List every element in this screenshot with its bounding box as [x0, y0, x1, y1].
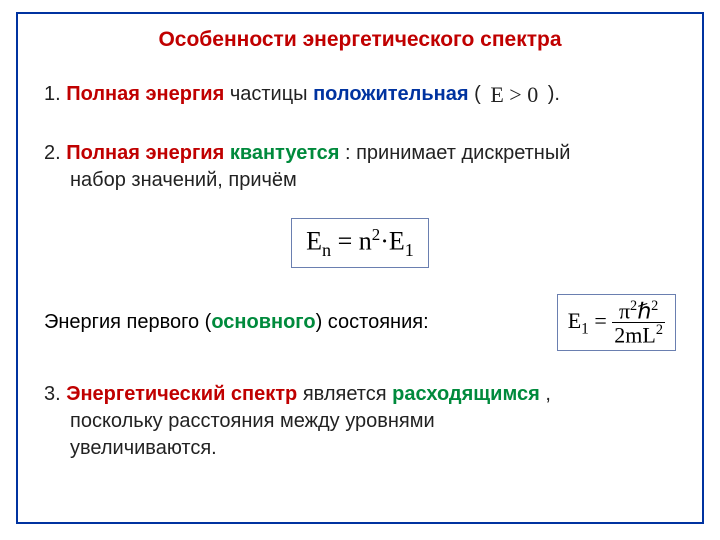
ground-post: ) состояния:: [316, 311, 429, 333]
fg-num: π2ℏ2: [612, 299, 665, 323]
point-1: 1. Полная энергия частицы положительная …: [44, 80, 676, 110]
point-1-mid: частицы: [230, 83, 313, 105]
ground-state-text: Энергия первого (основного) состояния:: [44, 311, 429, 334]
point-1-close: ).: [548, 83, 560, 105]
slide-frame: Особенности энергетического спектра 1. П…: [16, 12, 704, 524]
point-2-bold-green: квантуется: [230, 142, 340, 164]
point-3-mid: является: [303, 383, 392, 405]
ground-pre: Энергия первого (: [44, 311, 211, 333]
formula-main-wrap: En = n2·E1: [44, 218, 676, 268]
formula-main-n: n: [359, 226, 372, 255]
point-2-number: 2.: [44, 142, 61, 164]
formula-main-dot: ·: [380, 226, 389, 255]
point-3-bold-green: расходящимся: [392, 383, 540, 405]
point-2-bold-red: Полная энергия: [66, 142, 224, 164]
fg-num-a: π: [619, 298, 630, 323]
fg-lhs-base: E: [568, 308, 581, 333]
formula-main-box: En = n2·E1: [291, 218, 429, 268]
fg-den-a: 2m: [614, 322, 642, 347]
formula-main-eq: =: [331, 226, 359, 255]
point-2: 2. Полная энергия квантуется : принимает…: [44, 140, 676, 194]
slide-title: Особенности энергетического спектра: [44, 28, 676, 52]
fg-den: 2mL2: [612, 323, 665, 346]
fg-den-b: L: [642, 322, 655, 347]
point-2-tail: : принимает дискретный: [345, 142, 570, 164]
point-2-line2: набор значений, причём: [70, 167, 676, 194]
fg-den-b-sup: 2: [656, 322, 663, 338]
point-1-bold-red: Полная энергия: [66, 83, 224, 105]
point-1-number: 1.: [44, 83, 61, 105]
formula-main-rsub: 1: [405, 240, 414, 260]
formula-main-lhs-base: E: [306, 226, 322, 255]
formula-ground-box: E1 = π 2ℏ2 2mL2: [557, 294, 676, 352]
ground-green: основного: [211, 311, 315, 333]
formula-main-rbase: E: [389, 226, 405, 255]
point-1-open: (: [474, 83, 481, 105]
fg-eq: =: [589, 308, 612, 333]
ground-state-row: Энергия первого (основного) состояния: E…: [44, 294, 676, 352]
fg-num-b-sup: 2: [651, 298, 658, 314]
fg-lhs-sub: 1: [581, 320, 589, 337]
fg-num-b: ℏ: [637, 298, 651, 323]
point-3-number: 3.: [44, 383, 61, 405]
point-3-bold-red: Энергетический спектр: [66, 383, 297, 405]
formula-main-sq: 2: [372, 225, 380, 244]
point-1-bold-blue: положительная: [313, 83, 468, 105]
formula-main-lhs-sub: n: [322, 240, 331, 260]
point-1-math: E > 0: [486, 80, 542, 110]
fg-fraction: π 2ℏ2 2mL2: [612, 299, 665, 347]
point-3-line3: увеличиваются.: [70, 435, 676, 462]
point-3-line2: поскольку расстояния между уровнями: [70, 408, 676, 435]
point-3: 3. Энергетический спектр является расход…: [44, 381, 676, 462]
point-3-tail: ,: [545, 383, 551, 405]
